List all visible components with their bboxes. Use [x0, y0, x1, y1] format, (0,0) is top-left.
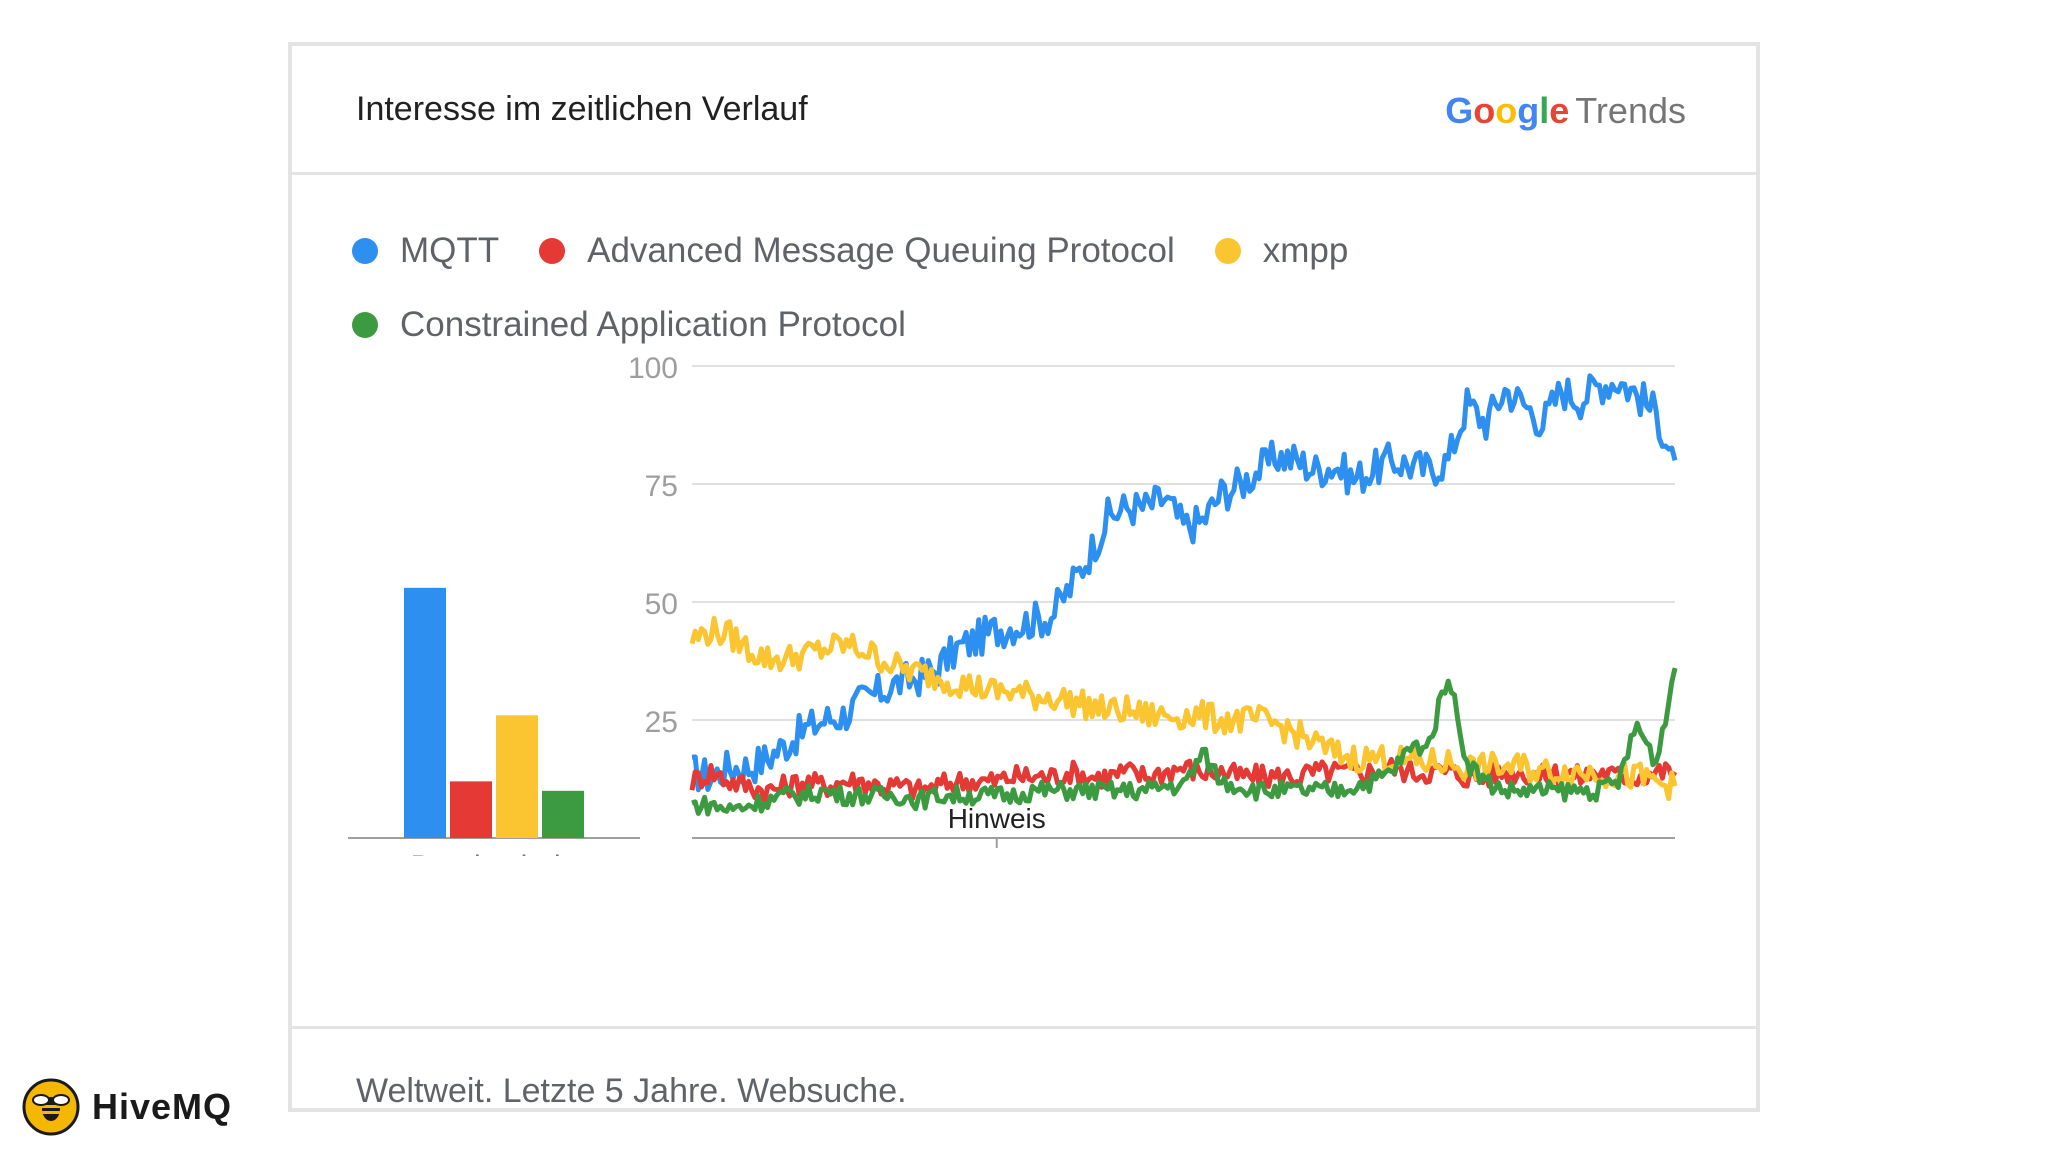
- y-tick-label: 50: [645, 588, 678, 621]
- series-line: [691, 667, 1678, 817]
- trends-card: Interesse im zeitlichen Verlauf Google Tr…: [288, 42, 1760, 1112]
- y-tick-label: 25: [645, 706, 678, 739]
- google-trends-logo[interactable]: Google Trends: [1445, 90, 1686, 132]
- google-letter: o: [1473, 90, 1496, 131]
- average-bar: [496, 715, 538, 838]
- card-title: Interesse im zeitlichen Verlauf: [356, 90, 808, 128]
- google-wordmark: Google: [1445, 90, 1569, 131]
- average-bar: [450, 781, 492, 838]
- series-line: [691, 373, 1678, 793]
- legend-label: MQTT: [400, 231, 500, 270]
- google-letter: l: [1539, 90, 1550, 131]
- legend-label: Constrained Application Protocol: [400, 305, 906, 344]
- hivemq-logo: HiveMQ: [22, 1078, 232, 1136]
- x-end-label: 29.07.2018: [1429, 852, 1579, 856]
- legend-item[interactable]: MQTT: [352, 214, 499, 288]
- footer-divider: [292, 1026, 1756, 1029]
- bee-icon: [22, 1078, 80, 1136]
- legend-dot-icon: [1214, 238, 1241, 264]
- annotation-label: Hinweis: [948, 803, 1046, 834]
- x-start-label: 08.06.2014: [621, 852, 771, 856]
- legend-item[interactable]: Constrained Application Protocol: [352, 288, 906, 362]
- series-line: [689, 615, 1678, 802]
- google-letter: o: [1495, 90, 1518, 131]
- legend-label: Advanced Message Queuing Protocol: [587, 231, 1175, 270]
- legend-item[interactable]: xmpp: [1214, 214, 1349, 288]
- chart-legend: MQTT Advanced Message Queuing Protocol xmp…: [352, 214, 1652, 362]
- legend-item[interactable]: Advanced Message Queuing Protocol: [539, 214, 1175, 288]
- google-letter: G: [1445, 90, 1474, 131]
- google-letter: g: [1517, 90, 1540, 131]
- average-bar: [542, 790, 584, 838]
- y-tick-label: 100: [628, 352, 678, 385]
- card-header: Interesse im zeitlichen Verlauf Google Tr…: [292, 46, 1756, 175]
- trends-wordmark: Trends: [1575, 90, 1686, 131]
- legend-dot-icon: [539, 238, 566, 264]
- legend-dot-icon: [352, 238, 378, 264]
- footer-text: Weltweit. Letzte 5 Jahre. Websuche.: [356, 1072, 907, 1110]
- y-tick-label: 75: [645, 470, 678, 503]
- google-letter: e: [1549, 90, 1570, 131]
- hivemq-wordmark: HiveMQ: [92, 1086, 233, 1127]
- trends-chart: 25 50 75 100 Hinweis 08.06.2014 29.07.2018 Durc…: [348, 352, 1678, 856]
- legend-label: xmpp: [1262, 231, 1349, 270]
- average-label: Durchschnitt: [411, 850, 578, 856]
- average-bar: [404, 587, 446, 838]
- legend-dot-icon: [352, 312, 378, 338]
